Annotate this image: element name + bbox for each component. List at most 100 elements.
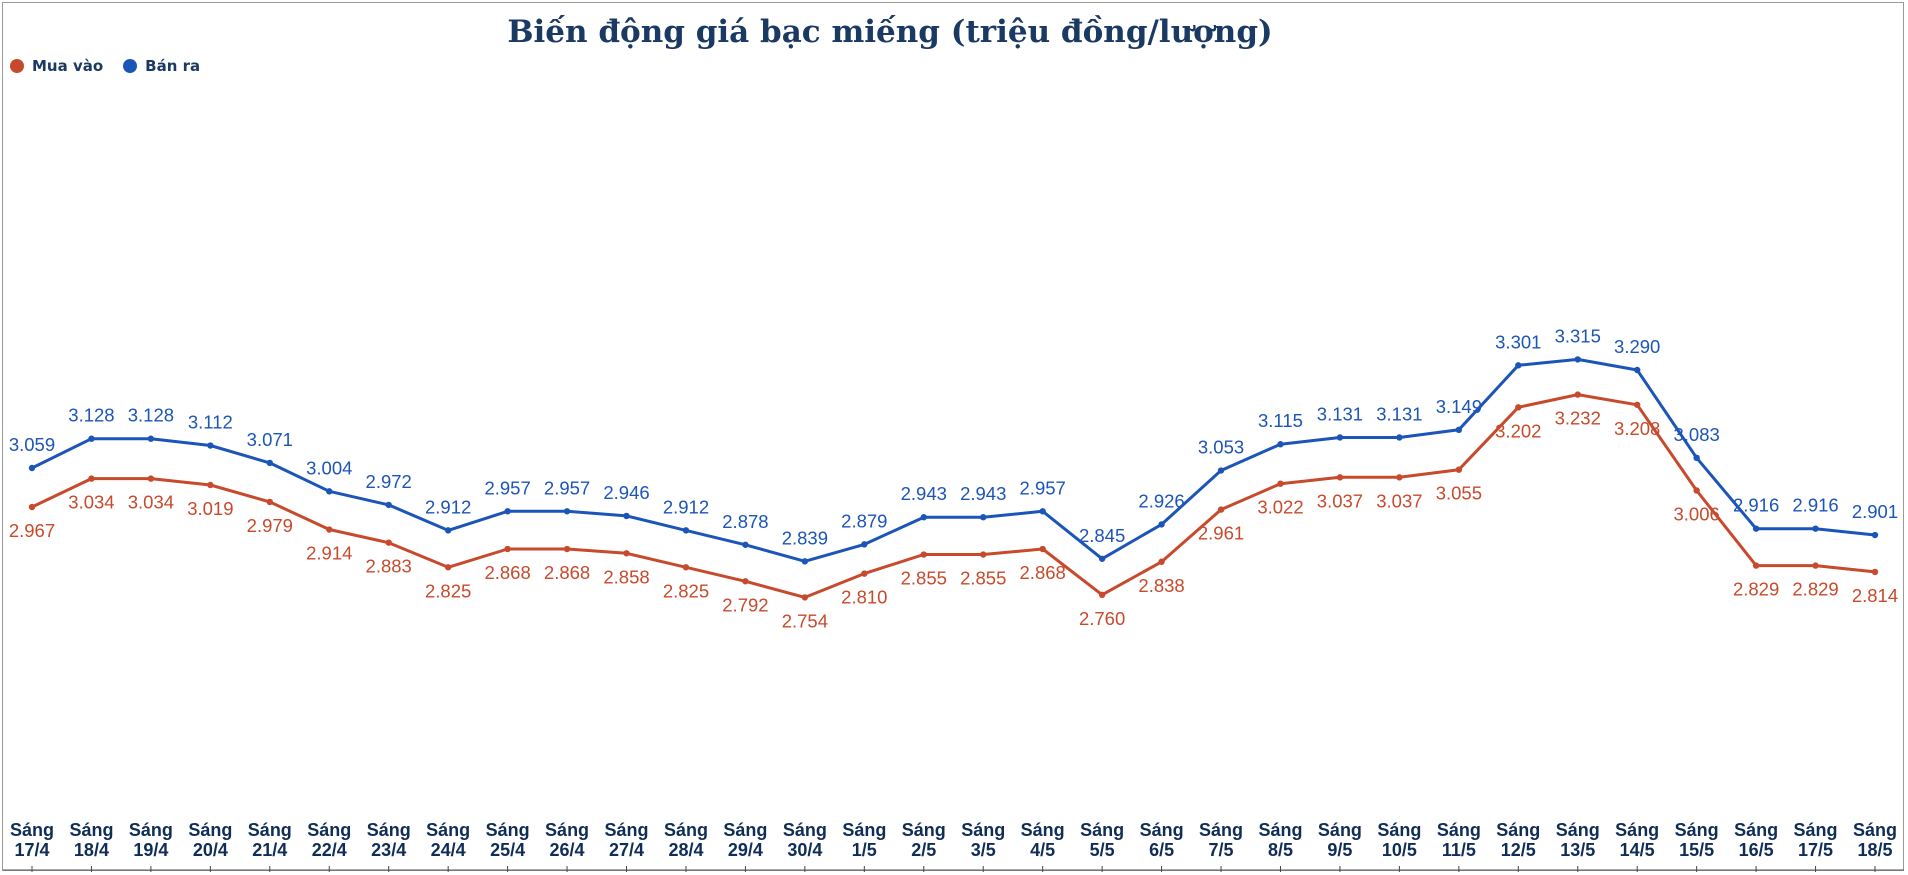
data-label-mua-vao: 2.838 (1138, 575, 1184, 596)
data-label-mua-vao: 2.825 (663, 580, 709, 601)
x-tick-label: Sáng (1556, 820, 1600, 840)
data-label-ban-ra: 2.839 (782, 527, 828, 548)
x-tick-label: Sáng (783, 820, 827, 840)
x-tick-label: 8/5 (1268, 840, 1293, 860)
data-point-ban-ra (207, 442, 214, 449)
data-label-mua-vao: 3.006 (1673, 503, 1719, 524)
data-label-ban-ra: 2.972 (366, 471, 412, 492)
data-point-mua-vao (980, 551, 987, 558)
x-tick-label: Sáng (1377, 820, 1421, 840)
data-point-mua-vao (1217, 506, 1225, 513)
data-label-mua-vao: 3.037 (1317, 490, 1363, 511)
data-label-mua-vao: 2.810 (841, 587, 887, 608)
x-tick-label: Sáng (1318, 820, 1362, 840)
data-label-mua-vao: 2.858 (603, 566, 649, 587)
data-point-mua-vao (682, 564, 690, 571)
data-point-mua-vao (742, 578, 749, 585)
x-tick-label: Sáng (1794, 820, 1838, 840)
x-tick-label: Sáng (1021, 820, 1065, 840)
data-label-mua-vao: 3.037 (1376, 490, 1422, 511)
data-label-ban-ra: 2.912 (425, 496, 471, 517)
series-line-mua-vao (31, 393, 1876, 599)
data-point-ban-ra (28, 464, 36, 472)
data-point-mua-vao (444, 564, 452, 571)
x-tick-label: Sáng (426, 820, 470, 840)
x-tick-label: 7/5 (1209, 840, 1234, 860)
data-label-ban-ra: 3.115 (1258, 410, 1303, 431)
x-tick-label: 11/5 (1442, 840, 1476, 860)
x-tick-label: 21/4 (252, 840, 287, 860)
data-label-mua-vao: 2.829 (1733, 579, 1779, 600)
data-point-mua-vao (563, 545, 571, 553)
series-line-ban-ra (31, 357, 1876, 563)
x-tick-label: 9/5 (1327, 840, 1352, 860)
x-tick-label: Sáng (1140, 820, 1184, 840)
data-label-mua-vao: 2.868 (544, 562, 590, 583)
data-point-ban-ra (920, 514, 927, 521)
data-label-mua-vao: 3.202 (1495, 420, 1541, 441)
data-point-mua-vao (88, 475, 95, 482)
x-tick-label: 10/5 (1382, 840, 1417, 860)
x-tick-label: 27/4 (609, 840, 644, 860)
data-label-ban-ra: 2.957 (1020, 477, 1066, 498)
data-label-ban-ra: 3.004 (306, 457, 352, 478)
x-tick-label: Sáng (129, 820, 173, 840)
data-point-mua-vao (1455, 466, 1463, 473)
data-label-ban-ra: 3.290 (1614, 336, 1660, 357)
x-tick-label: 20/4 (193, 840, 228, 860)
data-label-mua-vao: 2.855 (901, 568, 947, 589)
x-tick-label: Sáng (1734, 820, 1778, 840)
x-tick-label: Sáng (1258, 820, 1302, 840)
x-tick-label: Sáng (307, 820, 351, 840)
data-point-ban-ra (1277, 441, 1284, 448)
x-tick-label: 18/4 (74, 840, 109, 860)
data-point-ban-ra (147, 435, 155, 442)
x-tick-label: Sáng (902, 820, 946, 840)
data-label-ban-ra: 2.916 (1792, 495, 1838, 516)
data-label-mua-vao: 2.883 (366, 556, 412, 577)
x-tick-label: Sáng (248, 820, 292, 840)
data-point-ban-ra (742, 541, 749, 548)
data-point-mua-vao (207, 481, 214, 489)
x-tick-label: Sáng (367, 820, 411, 840)
data-label-mua-vao: 2.829 (1792, 579, 1838, 600)
data-label-mua-vao: 3.208 (1614, 418, 1660, 439)
x-tick-label: 28/4 (668, 840, 703, 860)
data-point-mua-vao (1871, 568, 1879, 576)
data-label-ban-ra: 3.301 (1495, 331, 1541, 352)
data-point-mua-vao (623, 550, 630, 557)
x-tick-label: 25/4 (490, 840, 525, 860)
data-point-mua-vao (326, 526, 333, 533)
x-tick-label: 5/5 (1090, 840, 1115, 860)
data-point-mua-vao (920, 551, 927, 558)
x-tick-label: 24/4 (431, 840, 466, 860)
x-tick-label: Sáng (1615, 820, 1659, 840)
data-point-mua-vao (801, 594, 809, 601)
data-point-ban-ra (980, 514, 987, 521)
data-label-ban-ra: 2.943 (960, 483, 1006, 504)
x-tick-label: 4/5 (1030, 840, 1055, 860)
x-tick-label: Sáng (486, 820, 530, 840)
x-tick-label: Sáng (1496, 820, 1540, 840)
x-tick-label: 15/5 (1679, 840, 1714, 860)
data-point-ban-ra (1336, 434, 1344, 441)
legend-dot-ban-ra (123, 59, 138, 73)
data-point-ban-ra (1752, 525, 1760, 532)
data-point-ban-ra (326, 488, 333, 495)
data-point-mua-vao (1039, 545, 1046, 553)
x-tick-label: 26/4 (550, 840, 585, 860)
data-point-ban-ra (266, 459, 274, 467)
data-label-ban-ra: 2.901 (1852, 501, 1898, 522)
data-point-mua-vao (147, 475, 155, 482)
legend-label-mua-vao: Mua vào (32, 57, 104, 75)
x-tick-label: Sáng (69, 820, 113, 840)
data-label-ban-ra: 2.943 (901, 483, 947, 504)
data-label-ban-ra: 2.845 (1079, 525, 1125, 546)
data-point-mua-vao (1633, 401, 1641, 408)
data-point-ban-ra (444, 527, 452, 534)
data-point-mua-vao (1277, 480, 1284, 487)
data-label-mua-vao: 3.034 (128, 492, 174, 513)
data-point-ban-ra (1098, 555, 1106, 562)
data-point-ban-ra (563, 508, 571, 515)
